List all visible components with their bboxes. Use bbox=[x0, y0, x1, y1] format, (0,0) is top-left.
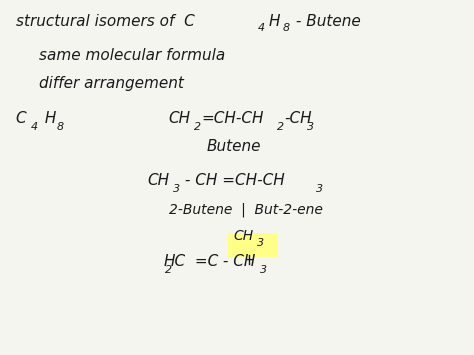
Text: H: H bbox=[40, 111, 56, 126]
Text: 3: 3 bbox=[307, 122, 314, 132]
Text: 2: 2 bbox=[165, 265, 172, 275]
Text: C: C bbox=[16, 111, 26, 126]
Text: 3: 3 bbox=[257, 238, 264, 248]
Text: CH: CH bbox=[147, 173, 170, 188]
Text: CH: CH bbox=[233, 229, 254, 243]
Text: 4: 4 bbox=[31, 122, 38, 132]
Text: - CH =CH-CH: - CH =CH-CH bbox=[180, 173, 284, 188]
Text: 2: 2 bbox=[277, 122, 284, 132]
FancyBboxPatch shape bbox=[228, 233, 277, 257]
Text: structural isomers of  C: structural isomers of C bbox=[16, 14, 194, 29]
Text: HC: HC bbox=[164, 254, 186, 269]
Text: differ arrangement: differ arrangement bbox=[39, 76, 184, 91]
Text: 3: 3 bbox=[173, 184, 180, 194]
Text: 8: 8 bbox=[57, 122, 64, 132]
Text: 3: 3 bbox=[316, 184, 323, 194]
Text: CH: CH bbox=[169, 111, 191, 126]
Text: =CH-CH: =CH-CH bbox=[201, 111, 264, 126]
Text: same molecular formula: same molecular formula bbox=[39, 48, 225, 62]
Text: 3: 3 bbox=[260, 265, 267, 275]
Text: 2-Butene  |  But-2-ene: 2-Butene | But-2-ene bbox=[169, 202, 322, 217]
Text: - CH: - CH bbox=[218, 254, 255, 269]
Text: 4: 4 bbox=[258, 23, 265, 33]
Text: 2: 2 bbox=[194, 122, 201, 132]
Text: - Butene: - Butene bbox=[291, 14, 361, 29]
Text: 8: 8 bbox=[283, 23, 290, 33]
Text: -CH: -CH bbox=[284, 111, 312, 126]
Text: =C: =C bbox=[190, 254, 218, 269]
Text: Butene: Butene bbox=[206, 139, 261, 154]
Text: H: H bbox=[269, 14, 281, 29]
